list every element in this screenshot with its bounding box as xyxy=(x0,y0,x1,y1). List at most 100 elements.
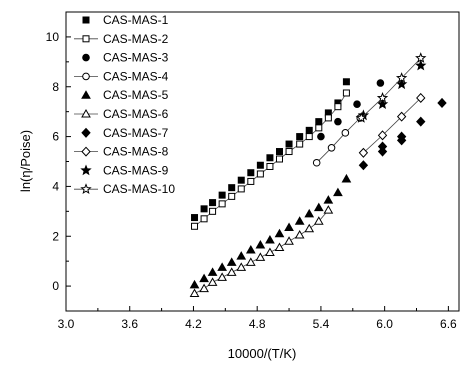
x-tick-label: 5.4 xyxy=(313,317,330,331)
data-point xyxy=(275,155,283,163)
data-point xyxy=(228,192,236,200)
data-point xyxy=(334,117,342,126)
series-10 xyxy=(355,52,427,123)
data-point xyxy=(265,234,275,244)
series-3 xyxy=(317,79,385,141)
data-point xyxy=(315,124,323,132)
legend-item: CAS-MAS-1 xyxy=(82,13,169,27)
data-point xyxy=(265,247,275,256)
series-1 xyxy=(191,78,350,222)
data-point xyxy=(416,116,426,127)
data-point xyxy=(255,239,266,249)
data-point xyxy=(333,187,343,197)
x-tick-label: 6.6 xyxy=(440,317,457,331)
series-5 xyxy=(189,173,352,289)
legend: CAS-MAS-1 CAS-MAS-2 CAS-MAS-3 CAS-MAS-4 CAS-… xyxy=(74,13,175,196)
data-point xyxy=(189,279,200,289)
data-point xyxy=(315,118,323,126)
data-point xyxy=(256,170,264,178)
data-point xyxy=(304,208,315,218)
y-tick-label: 2 xyxy=(52,229,59,243)
data-point xyxy=(395,72,408,83)
data-point xyxy=(341,173,352,183)
data-point xyxy=(296,133,304,141)
legend-label: CAS-MAS-6 xyxy=(103,107,169,121)
y-tick-label: 0 xyxy=(52,279,59,293)
data-point xyxy=(245,257,256,266)
legend-label: CAS-MAS-9 xyxy=(103,163,169,177)
x-axis: 3.0 3.6 4.2 4.8 5.4 6.0 6.6 xyxy=(58,306,457,331)
legend-marker xyxy=(82,16,90,24)
data-point xyxy=(313,216,324,225)
data-point xyxy=(376,79,385,87)
data-point xyxy=(266,154,274,162)
legend-item: CAS-MAS-9 xyxy=(80,163,169,177)
data-point xyxy=(355,111,367,123)
legend-marker xyxy=(81,146,91,157)
data-point xyxy=(437,97,447,108)
series-8 xyxy=(358,92,426,158)
legend-item: CAS-MAS-3 xyxy=(82,51,169,65)
data-point xyxy=(341,129,350,137)
data-point xyxy=(207,267,218,276)
data-point xyxy=(275,148,283,156)
data-point xyxy=(327,143,336,152)
data-point xyxy=(209,207,217,215)
data-point xyxy=(236,262,247,271)
legend-marker xyxy=(80,164,92,176)
series-line xyxy=(316,117,361,163)
data-point xyxy=(284,236,294,245)
data-point xyxy=(377,141,388,152)
data-point xyxy=(200,205,208,213)
data-point xyxy=(266,162,274,170)
legend-marker xyxy=(81,108,91,118)
legend-label: CAS-MAS-3 xyxy=(103,51,169,65)
series-line xyxy=(363,97,422,154)
data-point xyxy=(247,177,255,185)
legend-item: CAS-MAS-2 xyxy=(74,32,169,46)
data-point xyxy=(305,126,313,134)
data-series xyxy=(189,52,447,298)
series-line xyxy=(361,57,422,119)
legend-label: CAS-MAS-7 xyxy=(103,126,169,140)
data-point xyxy=(247,169,255,177)
legend-item: CAS-MAS-4 xyxy=(74,69,169,83)
series-6 xyxy=(189,205,334,298)
data-point xyxy=(415,59,427,71)
y-tick-label: 10 xyxy=(46,30,60,44)
data-point xyxy=(217,272,227,281)
data-point xyxy=(189,288,200,298)
data-point xyxy=(207,277,218,286)
legend-label: CAS-MAS-2 xyxy=(103,32,169,46)
x-axis-label: 10000/(T/K) xyxy=(228,346,297,361)
data-point xyxy=(415,52,427,63)
data-point xyxy=(236,251,247,260)
data-point xyxy=(255,252,266,261)
data-point xyxy=(416,92,426,103)
data-point xyxy=(376,91,389,103)
legend-marker xyxy=(81,127,91,138)
data-point xyxy=(342,78,350,86)
legend-item: CAS-MAS-6 xyxy=(74,107,169,121)
legend-item: CAS-MAS-10 xyxy=(74,182,175,196)
series-2 xyxy=(191,89,350,230)
data-point xyxy=(353,100,361,108)
data-point xyxy=(209,199,217,207)
data-point xyxy=(294,216,305,225)
data-point xyxy=(323,195,334,204)
legend-marker xyxy=(82,35,90,43)
data-point xyxy=(217,262,227,271)
data-point xyxy=(334,103,342,111)
x-tick-label: 3.0 xyxy=(58,317,75,331)
y-axis-label: ln(η/Poise) xyxy=(18,130,33,192)
data-point xyxy=(313,202,324,212)
data-point xyxy=(237,185,245,193)
data-point xyxy=(245,244,256,254)
data-point xyxy=(396,111,407,122)
data-point xyxy=(226,267,237,276)
legend-marker xyxy=(80,183,92,195)
data-point xyxy=(317,132,325,141)
legend-label: CAS-MAS-4 xyxy=(103,69,169,83)
data-point xyxy=(199,283,209,293)
legend-label: CAS-MAS-5 xyxy=(103,88,169,102)
